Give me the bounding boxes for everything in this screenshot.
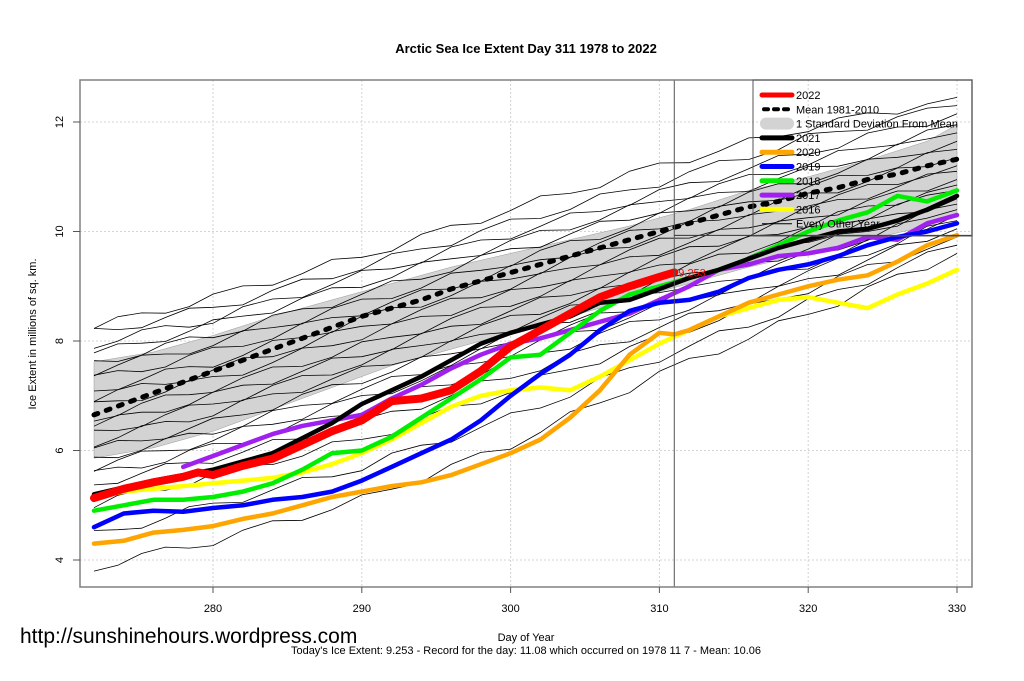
legend-label: Every Other Year — [796, 219, 880, 231]
mean-line-group — [91, 156, 960, 418]
legend-label: 2018 — [796, 176, 820, 188]
year-line — [93, 253, 958, 572]
y-tick-label: 4 — [54, 557, 66, 563]
legend-label: 2020 — [796, 147, 820, 159]
year-line — [93, 124, 958, 354]
year-line — [93, 165, 958, 402]
x-tick-label: 300 — [501, 603, 519, 615]
series-line-2018 — [91, 188, 960, 513]
y-tick-label: 10 — [54, 225, 66, 237]
series-line-2020 — [91, 233, 960, 546]
year-line — [93, 157, 958, 392]
x-tick-label: 310 — [650, 603, 668, 615]
plot-frame — [79, 79, 973, 588]
legend-label: Mean 1981-2010 — [796, 104, 879, 116]
year-line — [93, 113, 958, 349]
y-tick-label: 8 — [54, 338, 66, 344]
year-line — [93, 140, 958, 377]
year-line — [93, 132, 958, 362]
legend: 2022 Mean 1981-2010 1 Standard Deviation F… — [752, 79, 973, 237]
legend-label: 2017 — [796, 190, 820, 202]
y-tick-label: 12 — [54, 116, 66, 128]
year-line — [93, 228, 958, 486]
year-line — [93, 190, 958, 431]
chart-title: Arctic Sea Ice Extent Day 311 1978 to 20… — [395, 41, 657, 56]
legend-label: 2019 — [796, 162, 820, 174]
y-axis: 4 6 8 10 12 — [54, 116, 80, 563]
series-line-2016 — [91, 267, 960, 500]
legend-label: 2021 — [796, 133, 820, 145]
x-tick-label: 290 — [353, 603, 371, 615]
highlighted-series — [90, 188, 960, 546]
x-tick-label: 280 — [204, 603, 222, 615]
series-line-2022 — [90, 268, 679, 503]
x-tick-label: 330 — [948, 603, 966, 615]
watermark-url: http://sunshinehours.wordpress.com — [20, 625, 357, 648]
legend-label: 2022 — [796, 90, 820, 102]
mean-line — [91, 156, 960, 418]
year-line — [93, 105, 958, 331]
y-axis-label: Ice Extent in millions of sq. km. — [27, 259, 39, 410]
y-tick-label: 6 — [54, 447, 66, 453]
legend-swatch-band — [760, 117, 794, 130]
current-value-label: 9.253 — [678, 267, 706, 279]
x-tick-label: 320 — [799, 603, 817, 615]
x-axis-label: Day of Year — [498, 632, 555, 644]
year-line — [93, 170, 958, 403]
year-line — [93, 149, 958, 376]
legend-label: 1 Standard Deviation From Mean — [796, 119, 958, 131]
year-line — [93, 97, 958, 329]
footer-summary: Today's Ice Extent: 9.253 - Record for t… — [291, 645, 761, 657]
series-line-2019 — [91, 221, 960, 530]
legend-label: 2016 — [796, 204, 820, 216]
legend-box — [752, 79, 973, 237]
current-day-markers: 9.253 — [673, 80, 972, 587]
x-axis: 280 290 300 310 320 330 — [204, 587, 966, 615]
